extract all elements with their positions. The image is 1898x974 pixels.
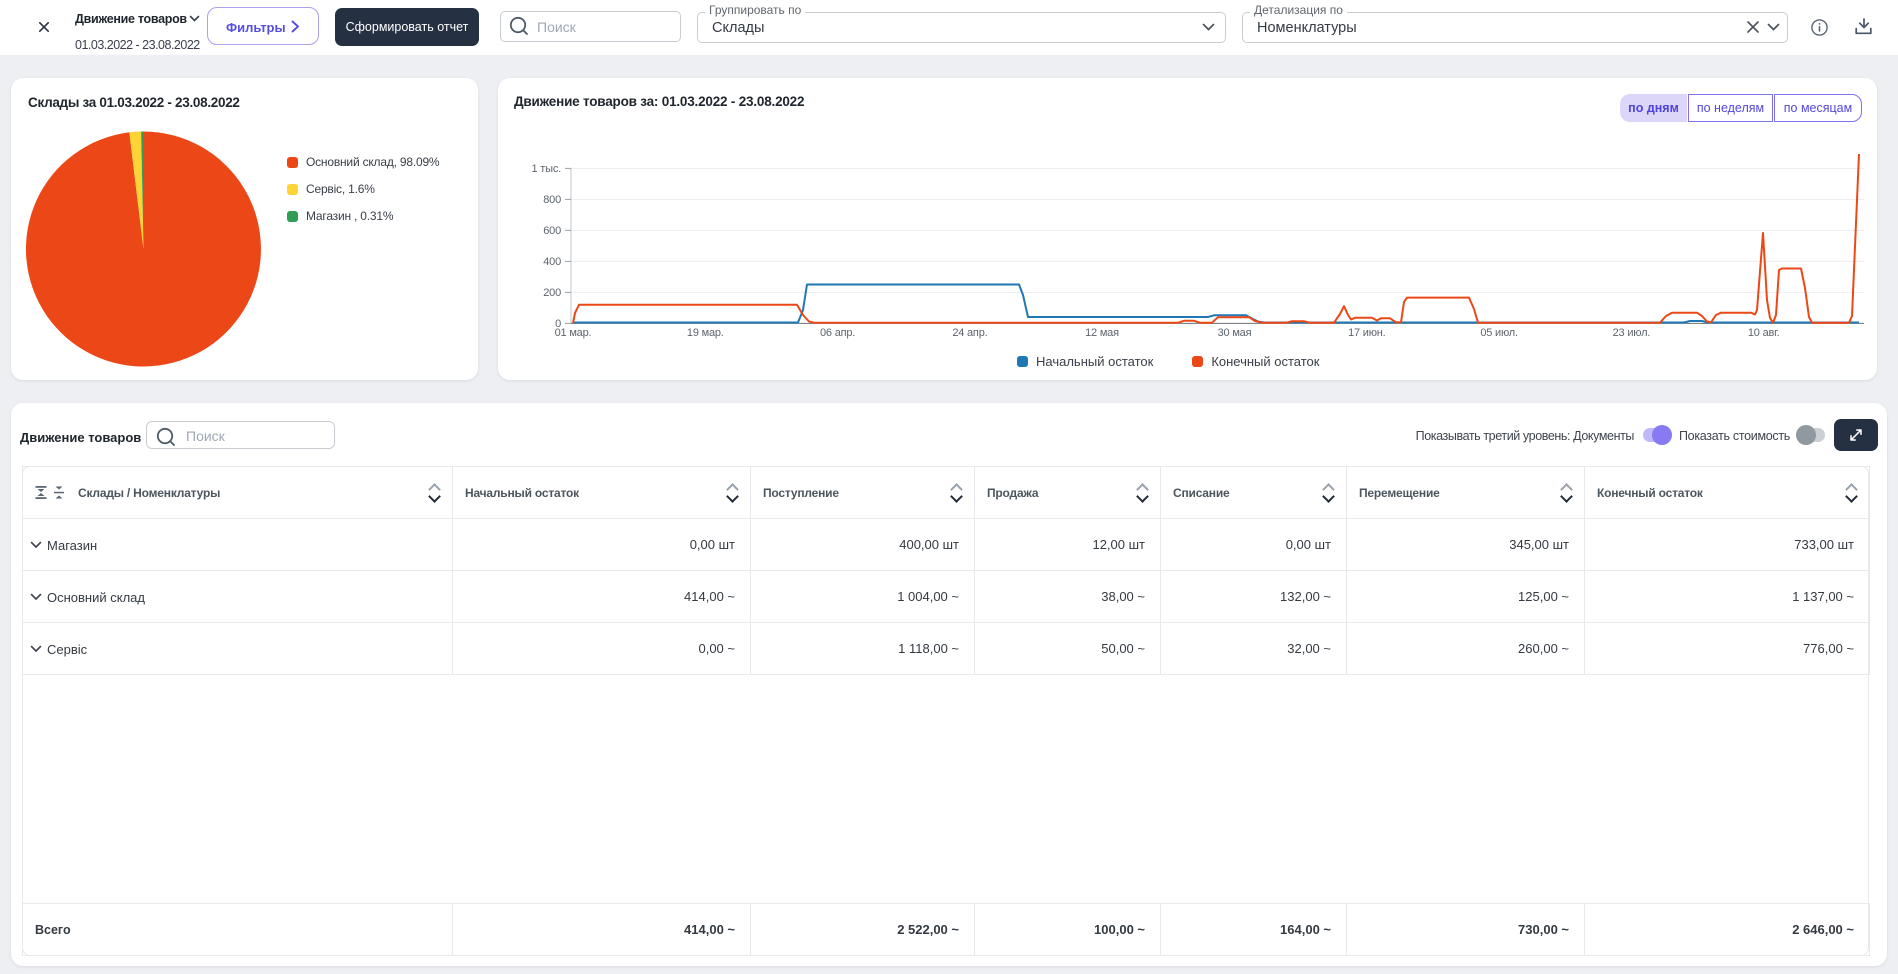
svg-text:24 апр.: 24 апр. bbox=[952, 327, 987, 339]
svg-text:200: 200 bbox=[543, 287, 561, 299]
svg-text:23 июл.: 23 июл. bbox=[1613, 327, 1651, 339]
svg-text:12 мая: 12 мая bbox=[1085, 327, 1119, 339]
svg-text:10 авг.: 10 авг. bbox=[1748, 327, 1780, 339]
svg-text:01 мар.: 01 мар. bbox=[555, 327, 592, 339]
svg-text:05 июл.: 05 июл. bbox=[1480, 327, 1518, 339]
svg-text:17 июн.: 17 июн. bbox=[1348, 327, 1386, 339]
svg-text:1 тыс.: 1 тыс. bbox=[532, 163, 562, 175]
svg-text:600: 600 bbox=[543, 225, 561, 237]
svg-text:0: 0 bbox=[555, 318, 561, 330]
svg-text:06 апр.: 06 апр. bbox=[820, 327, 855, 339]
svg-text:30 мая: 30 мая bbox=[1218, 327, 1252, 339]
svg-text:19 мар.: 19 мар. bbox=[687, 327, 724, 339]
svg-text:400: 400 bbox=[543, 256, 561, 268]
svg-text:800: 800 bbox=[543, 194, 561, 206]
